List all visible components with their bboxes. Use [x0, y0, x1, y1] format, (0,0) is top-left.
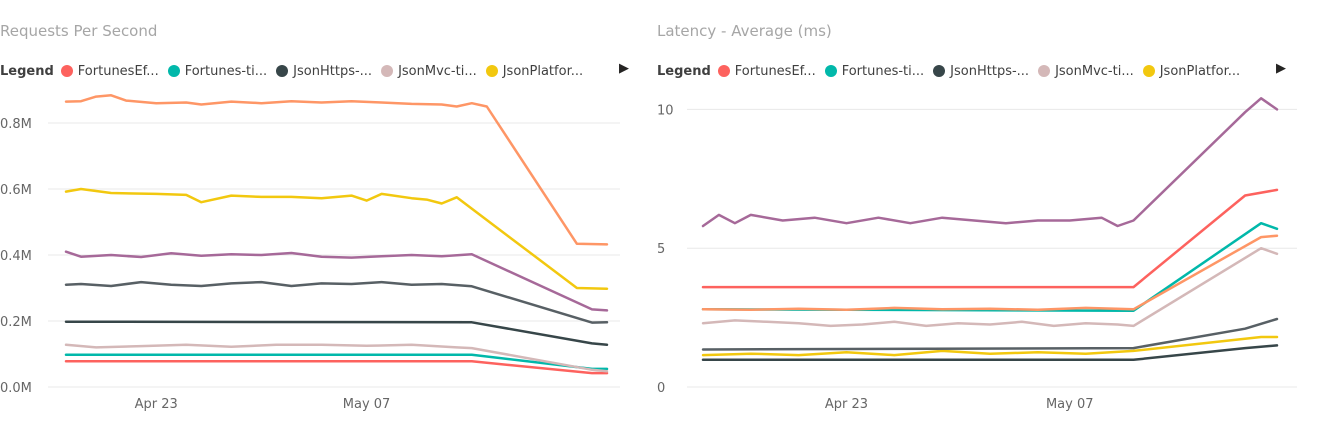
legend-item[interactable]: JsonPlatfor...	[1142, 63, 1241, 79]
x-tick-label: May 07	[1046, 397, 1094, 412]
legend-item[interactable]: Fortunes-ti...	[824, 63, 925, 79]
legend-item[interactable]: JsonPlatfor...	[485, 63, 584, 79]
legend-dot	[824, 65, 837, 77]
series-line-4[interactable]	[701, 335, 1279, 357]
legend-title: Legend	[657, 63, 711, 79]
series-line-7[interactable]	[701, 234, 1279, 312]
legend-item[interactable]: Fortunes-ti...	[167, 63, 268, 79]
chart-legend: Legend FortunesEf... Fortunes-ti... Json…	[657, 61, 1249, 81]
y-tick-label: 0.2M	[0, 315, 32, 330]
x-tick-label: Apr 23	[825, 397, 868, 412]
rps-plot-area: 0.0M 0.2M 0.4M 0.6M 0.8M Apr 23 May 07	[0, 94, 620, 412]
series-line-0[interactable]	[64, 360, 609, 375]
latency-plot-area: 0 5 10 Apr 23 May 07	[657, 97, 1297, 412]
legend-item[interactable]: FortunesEf...	[717, 63, 816, 79]
series-line-5[interactable]	[701, 97, 1279, 228]
series-line-3[interactable]	[701, 246, 1279, 328]
chart-title: Requests Per Second	[0, 22, 158, 40]
y-tick-label: 0.8M	[0, 117, 32, 132]
series-line-2[interactable]	[64, 320, 609, 347]
series-line-3[interactable]	[64, 343, 609, 373]
legend-item[interactable]: JsonHttps-...	[933, 64, 1029, 79]
legend-dot	[1142, 65, 1155, 77]
series-line-6[interactable]	[701, 317, 1279, 351]
legend-label: FortunesEf...	[77, 63, 159, 79]
legend-dot	[276, 65, 289, 77]
legend-label: JsonHttps-...	[293, 63, 373, 79]
series-line-5[interactable]	[64, 250, 609, 312]
legend-dot	[485, 65, 498, 77]
series-line-0[interactable]	[701, 188, 1279, 289]
legend-item[interactable]: FortunesEf...	[60, 63, 159, 79]
series-line-7[interactable]	[64, 94, 609, 246]
legend-item[interactable]: JsonMvc-ti...	[381, 64, 477, 79]
legend-dot	[167, 65, 180, 77]
series-line-1[interactable]	[64, 353, 609, 371]
legend-label: JsonMvc-ti...	[398, 63, 477, 79]
series-line-1[interactable]	[701, 221, 1279, 312]
y-tick-label: 0.0M	[0, 381, 32, 396]
series-line-4[interactable]	[64, 187, 609, 290]
x-tick-label: May 07	[343, 397, 391, 412]
y-tick-label: 0.6M	[0, 183, 32, 198]
legend-label: JsonMvc-ti...	[1055, 63, 1134, 79]
legend-item[interactable]: JsonHttps-...	[276, 64, 372, 79]
chart-legend: Legend FortunesEf... Fortunes-ti... Json…	[0, 61, 592, 81]
legend-dot	[381, 65, 394, 77]
legend-label: Fortunes-ti...	[184, 63, 268, 79]
latency-chart-panel: Latency - Average (ms) Legend FortunesEf…	[657, 0, 1334, 438]
legend-item[interactable]: JsonMvc-ti...	[1038, 64, 1134, 79]
legend-label: JsonPlatfor...	[502, 63, 584, 79]
legend-next-arrow-icon[interactable]: ▶	[1276, 61, 1286, 76]
legend-label: Fortunes-ti...	[841, 63, 925, 79]
legend-dot	[933, 65, 946, 77]
series-line-2[interactable]	[701, 344, 1279, 362]
y-tick-label: 0	[657, 381, 665, 396]
legend-label: JsonPlatfor...	[1159, 63, 1241, 79]
legend-dot	[60, 65, 73, 77]
y-tick-label: 10	[657, 103, 674, 118]
rps-chart-panel: Requests Per Second Legend FortunesEf...…	[0, 0, 650, 438]
legend-label: JsonHttps-...	[950, 63, 1030, 79]
y-tick-label: 5	[657, 242, 665, 257]
legend-title: Legend	[0, 63, 54, 79]
chart-title: Latency - Average (ms)	[657, 22, 832, 40]
legend-next-arrow-icon[interactable]: ▶	[619, 61, 629, 76]
legend-dot	[1038, 65, 1051, 77]
legend-label: FortunesEf...	[734, 63, 816, 79]
series-line-6[interactable]	[64, 280, 609, 324]
x-tick-label: Apr 23	[135, 397, 178, 412]
y-tick-label: 0.4M	[0, 249, 32, 264]
legend-dot	[717, 65, 730, 77]
